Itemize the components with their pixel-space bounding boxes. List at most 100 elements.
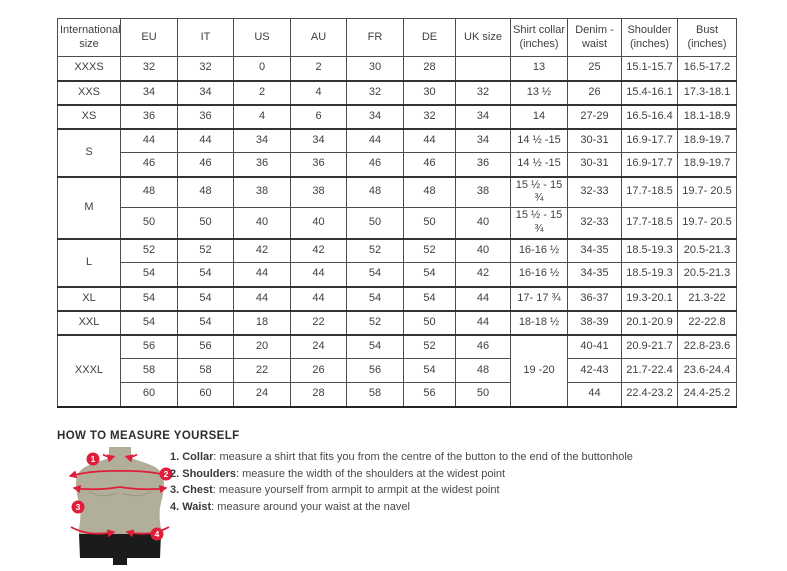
table-cell: 13 ½ [510, 79, 568, 105]
size-cell: S [57, 127, 121, 177]
badge-shoulders: 2 [159, 467, 173, 481]
column-header: UK size [455, 18, 511, 57]
table-cell: 36 [177, 103, 234, 129]
table-cell: 16.5-16.4 [621, 103, 678, 129]
table-cell: 2 [290, 56, 347, 81]
column-header: Shoulder (inches) [621, 18, 678, 57]
table-cell: 30 [346, 56, 404, 81]
table-cell: 16.9-17.7 [621, 127, 678, 153]
table-cell: 48 [455, 358, 511, 383]
table-cell: 36 [455, 152, 511, 177]
table-row: XXS 34 34 2 4 32 30 32 13 ½ 26 15.4-16.1 17.3-18.1 [57, 79, 737, 105]
table-cell: 38 [233, 175, 291, 208]
table-cell: 36-37 [567, 285, 622, 311]
table-cell: 50 [120, 207, 178, 239]
table-cell: 30-31 [567, 152, 622, 177]
table-cell: 21.7-22.4 [621, 358, 678, 383]
table-row: XXXL 56 56 20 24 54 52 46 19 -20 40-41 20.9-21.7 22… [57, 333, 737, 407]
measure-step-chest: 3. Chest: measure yourself from armpit t… [170, 482, 633, 499]
svg-text:2: 2 [164, 469, 169, 479]
table-cell: 46 [120, 152, 178, 177]
shoulders-arrow [68, 469, 121, 479]
table-cell: 38 [290, 175, 347, 208]
table-cell: 19.7- 20.5 [677, 207, 737, 239]
table-cell: 15 ½ - 15 ¾ [510, 175, 568, 208]
size-cell: XXS [57, 79, 121, 105]
badge-waist: 4 [150, 527, 164, 541]
table-cell: 54 [177, 262, 234, 287]
table-cell: 40 [233, 207, 291, 239]
size-cell: L [57, 237, 121, 287]
table-cell: 14 ½ -15 [510, 152, 568, 177]
table-body: XXXS 32 32 0 2 30 28 13 25 15.1-15.7 16.5-17.2 XXS 3… [57, 56, 737, 407]
column-header: Bust (inches) [677, 18, 737, 57]
table-cell: 42 [455, 262, 511, 287]
table-cell: 32 [455, 79, 511, 105]
size-chart: International size EU IT US AU FR DE UK size Shi… [57, 18, 737, 408]
table-cell: 52 [120, 237, 178, 263]
step-text: : measure yourself from armpit to armpit… [212, 484, 500, 496]
table-cell: 18.9-19.7 [677, 127, 737, 153]
table-cell: 15.1-15.7 [621, 56, 678, 81]
table-cell: 24 [233, 382, 291, 407]
table-cell: 46 [177, 152, 234, 177]
table-row: M 48 48 38 38 48 48 38 15 ½ - 15 ¾ 32-33 17.7-18.5… [57, 175, 737, 239]
header-row: International size EU IT US AU FR DE UK size Shi… [57, 18, 737, 57]
table-cell: 46 [403, 152, 456, 177]
table-cell: 52 [346, 237, 404, 263]
table-cell: 16.5-17.2 [677, 56, 737, 81]
table-cell: 14 ½ -15 [510, 127, 568, 153]
step-text: : measure a shirt that fits you from the… [213, 451, 633, 463]
table-row: XS 36 36 4 6 34 32 34 14 27-29 16.5-16.4 18.1-18.9 [57, 103, 737, 129]
table-cell: 40 [290, 207, 347, 239]
table-cell: 32 [346, 79, 404, 105]
table-cell: 36 [233, 152, 291, 177]
table-cell: 24.4-25.2 [677, 382, 737, 407]
badge-collar: 1 [86, 452, 100, 466]
table-cell: 20.9-21.7 [621, 333, 678, 359]
table-cell: 40-41 [567, 333, 622, 359]
table-cell: 22-22.8 [677, 309, 737, 335]
table-row: L 52 52 42 42 52 52 40 16-16 ½ 34-35 18.5-19.3 20.5… [57, 237, 737, 287]
table-cell: 60 [120, 382, 178, 407]
table-cell: 20 [233, 333, 291, 359]
table-cell: 34 [233, 127, 291, 153]
table-cell: 36 [290, 152, 347, 177]
table-cell: 60 [177, 382, 234, 407]
table-cell: 54 [346, 285, 404, 311]
table-cell: 50 [403, 207, 456, 239]
table-row: XXXS 32 32 0 2 30 28 13 25 15.1-15.7 16.5-17.2 [57, 56, 737, 81]
table-cell: 52 [177, 237, 234, 263]
table-cell: 54 [346, 262, 404, 287]
column-header: FR [346, 18, 404, 57]
measure-figure: 1 2 3 4 [65, 446, 180, 566]
table-cell: 15.4-16.1 [621, 79, 678, 105]
table-cell: 44 [177, 127, 234, 153]
table-cell: 18.9-19.7 [677, 152, 737, 177]
table-cell: 42 [290, 237, 347, 263]
step-label: 2. Shoulders [170, 467, 237, 480]
table-cell: 48 [403, 175, 456, 208]
table-cell: 15 ½ - 15 ¾ [510, 207, 568, 239]
table-row: S 44 44 34 34 44 44 34 14 ½ -15 30-31 16.9-17.7 18.… [57, 127, 737, 177]
table-cell: 18-18 ½ [510, 309, 568, 335]
table-cell: 4 [233, 103, 291, 129]
table-cell: 54 [177, 309, 234, 335]
table-cell: 44 [290, 262, 347, 287]
table-cell: 54 [120, 309, 178, 335]
waist-arrow [125, 526, 170, 538]
table-cell: 18.5-19.3 [621, 262, 678, 287]
column-header: IT [177, 18, 234, 57]
table-cell: 18.5-19.3 [621, 237, 678, 263]
table-cell: 21.3-22 [677, 285, 737, 311]
table-cell: 56 [177, 333, 234, 359]
table-cell: 42-43 [567, 358, 622, 383]
table-row: 46 46 36 36 46 46 36 14 ½ -15 30-31 16.9-17.7 18.9… [58, 152, 737, 177]
table-cell: 42 [233, 237, 291, 263]
table-cell: 54 [403, 285, 456, 311]
chest-arrow [72, 484, 121, 493]
column-header: DE [403, 18, 456, 57]
table-cell: 34 [177, 79, 234, 105]
table-cell: 19.3-20.1 [621, 285, 678, 311]
table-cell: 20.1-20.9 [621, 309, 678, 335]
